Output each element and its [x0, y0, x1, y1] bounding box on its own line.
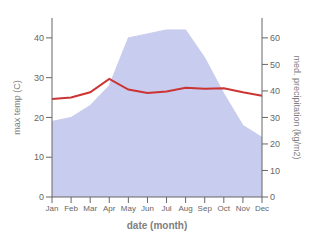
- svg-text:50: 50: [270, 60, 280, 70]
- svg-text:Oct: Oct: [218, 204, 231, 213]
- svg-text:0: 0: [39, 192, 44, 202]
- svg-text:10: 10: [270, 166, 280, 176]
- svg-text:Nov: Nov: [236, 204, 250, 213]
- svg-text:date (month): date (month): [127, 220, 188, 231]
- svg-text:30: 30: [34, 73, 44, 83]
- svg-text:Jul: Jul: [161, 204, 171, 213]
- svg-text:Dec: Dec: [255, 204, 269, 213]
- svg-text:60: 60: [270, 33, 280, 43]
- svg-text:max temp (C): max temp (C): [12, 80, 22, 135]
- svg-text:Aug: Aug: [179, 204, 193, 213]
- svg-text:med. precipitation (kg/m2): med. precipitation (kg/m2): [292, 55, 302, 159]
- svg-text:Apr: Apr: [103, 204, 116, 213]
- svg-text:20: 20: [34, 113, 44, 123]
- svg-text:30: 30: [270, 113, 280, 123]
- svg-text:Jun: Jun: [141, 204, 154, 213]
- svg-text:Feb: Feb: [64, 204, 78, 213]
- svg-text:20: 20: [270, 139, 280, 149]
- svg-text:10: 10: [34, 152, 44, 162]
- svg-text:40: 40: [270, 86, 280, 96]
- svg-text:Mar: Mar: [83, 204, 97, 213]
- svg-text:Jan: Jan: [46, 204, 59, 213]
- svg-text:May: May: [121, 204, 136, 213]
- svg-text:0: 0: [270, 192, 275, 202]
- svg-text:Sep: Sep: [198, 204, 213, 213]
- svg-text:40: 40: [34, 33, 44, 43]
